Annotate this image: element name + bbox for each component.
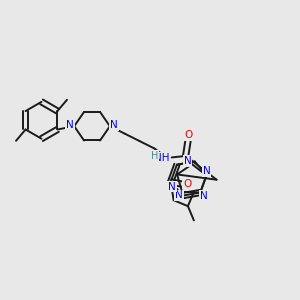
Text: N: N [66,120,74,130]
Text: H: H [151,151,158,161]
Text: N: N [168,182,176,191]
Text: N: N [110,120,118,130]
Text: N: N [184,156,191,166]
Text: N: N [175,190,183,200]
Text: O: O [184,130,193,140]
Text: NH: NH [154,153,170,163]
Text: N: N [202,166,210,176]
Text: N: N [200,190,208,200]
Text: O: O [183,178,191,189]
